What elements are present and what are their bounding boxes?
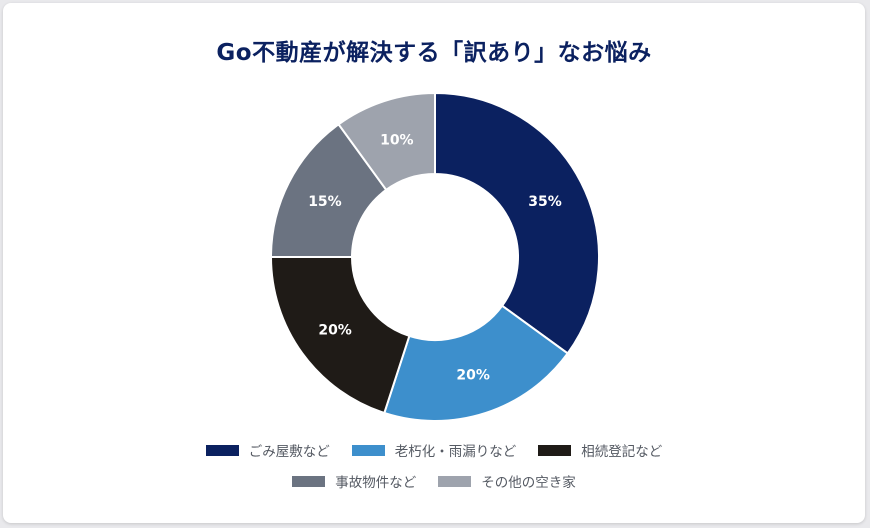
legend-swatch xyxy=(438,475,472,487)
legend-swatch xyxy=(538,444,572,456)
legend-label: 相続登記など xyxy=(581,444,663,460)
legend-label: 老朽化・雨漏りなど xyxy=(394,444,517,460)
pie-slice[interactable] xyxy=(337,91,436,192)
legend-label: その他の空き家 xyxy=(481,475,576,491)
legend-item[interactable]: ごみ屋敷など xyxy=(205,440,330,460)
chart-title: Go不動産が解決する「訳あり」なお悩み xyxy=(216,40,652,66)
slice-value-label: 20% xyxy=(318,323,352,339)
chart-card: Go不動産が解決する「訳あり」なお悩み 35% 20% 20% 15% 10% ごみ屋敷… xyxy=(3,3,865,523)
legend-item[interactable]: 老朽化・雨漏りなど xyxy=(351,440,517,460)
slice-value-label: 20% xyxy=(456,367,490,383)
slice-value-label: 10% xyxy=(380,133,414,149)
slice-value-label: 35% xyxy=(528,194,562,210)
legend-swatch xyxy=(351,444,385,456)
legend-label: 事故物件など xyxy=(335,475,417,491)
legend-item[interactable]: 相続登記など xyxy=(538,440,662,460)
pie-slice[interactable] xyxy=(383,304,570,422)
legend-row-1: ごみ屋敷など 老朽化・雨漏りなど 相続登記など xyxy=(3,440,865,460)
legend-swatch xyxy=(205,444,239,456)
pie-slice[interactable] xyxy=(434,91,600,355)
donut-chart: 35% 20% 20% 15% 10% xyxy=(269,91,600,422)
legend-item[interactable]: その他の空き家 xyxy=(438,471,576,491)
slice-value-label: 15% xyxy=(308,194,342,210)
pie-slice[interactable] xyxy=(269,256,411,415)
legend-item[interactable]: 事故物件など xyxy=(292,471,416,491)
legend-label: ごみ屋敷など xyxy=(248,444,330,460)
legend-row-2: 事故物件など その他の空き家 xyxy=(3,471,865,491)
legend-swatch xyxy=(292,475,326,487)
